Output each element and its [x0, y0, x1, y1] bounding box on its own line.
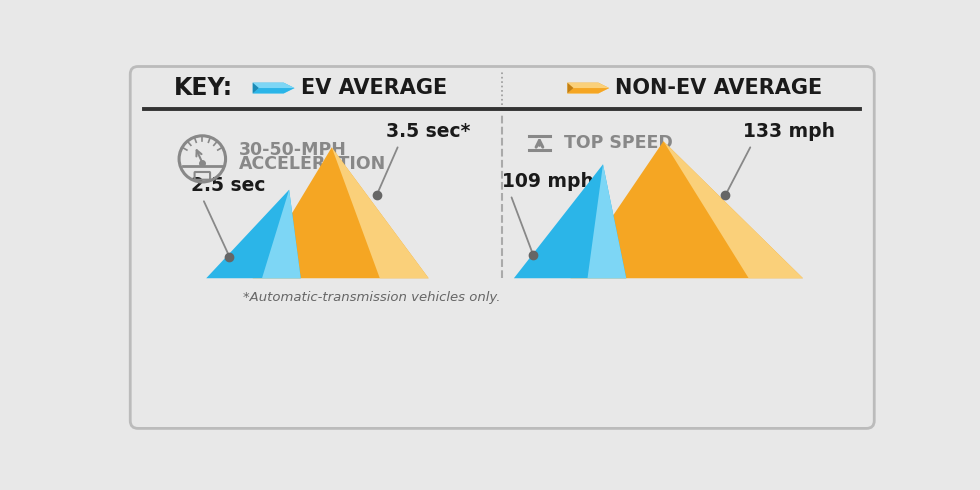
Polygon shape: [253, 88, 295, 94]
Polygon shape: [253, 147, 428, 278]
Polygon shape: [587, 164, 626, 278]
Polygon shape: [663, 141, 803, 278]
Text: TOP SPEED: TOP SPEED: [564, 134, 673, 152]
Text: KEY:: KEY:: [174, 76, 233, 100]
Text: 3.5 sec*: 3.5 sec*: [386, 122, 470, 141]
Text: 2.5 sec: 2.5 sec: [191, 176, 266, 195]
Text: EV AVERAGE: EV AVERAGE: [301, 78, 447, 98]
Text: NON-EV AVERAGE: NON-EV AVERAGE: [615, 78, 822, 98]
Polygon shape: [514, 164, 626, 278]
Polygon shape: [253, 83, 295, 88]
Text: ACCELERATION: ACCELERATION: [239, 155, 386, 173]
Polygon shape: [332, 147, 428, 278]
Text: *Automatic-transmission vehicles only.: *Automatic-transmission vehicles only.: [243, 292, 500, 304]
Text: 30-50-MPH: 30-50-MPH: [239, 141, 347, 159]
Text: 109 mph: 109 mph: [502, 172, 594, 191]
Polygon shape: [206, 190, 301, 278]
Text: 133 mph: 133 mph: [743, 122, 835, 141]
Polygon shape: [253, 83, 295, 94]
Polygon shape: [570, 141, 803, 278]
Polygon shape: [262, 190, 301, 278]
Polygon shape: [567, 83, 610, 94]
Polygon shape: [253, 83, 259, 94]
Polygon shape: [567, 88, 610, 94]
Polygon shape: [567, 83, 573, 94]
Polygon shape: [567, 83, 610, 88]
